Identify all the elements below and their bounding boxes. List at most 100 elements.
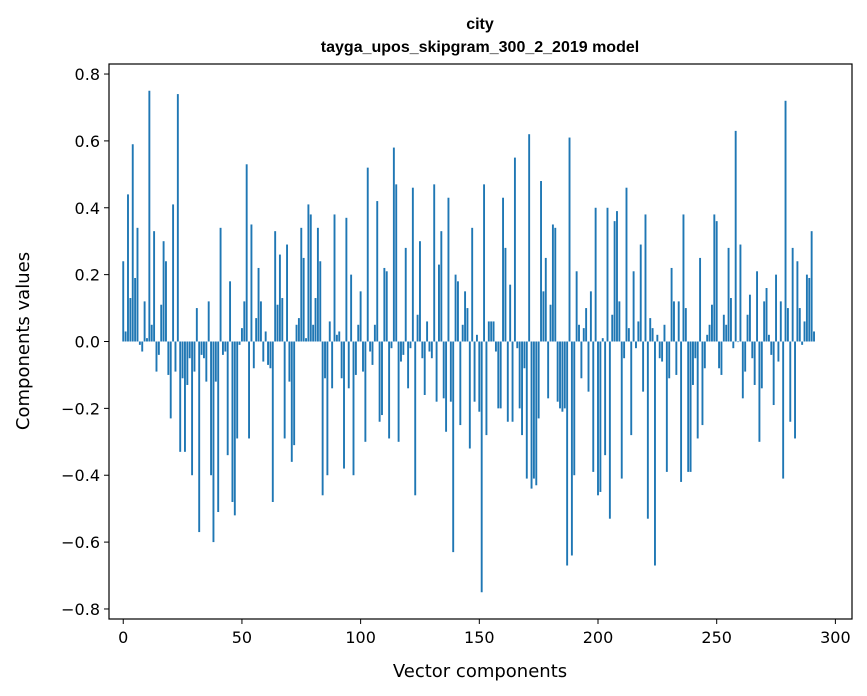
bar (174, 341, 177, 372)
x-tick-label: 200 (583, 628, 614, 647)
bar (485, 341, 488, 436)
bar (369, 341, 372, 352)
bar (321, 341, 324, 496)
bar (134, 277, 137, 342)
bar (668, 341, 671, 379)
bar (561, 341, 564, 412)
bar (758, 341, 761, 442)
y-tick-label: −0.2 (61, 399, 100, 418)
bar (559, 341, 561, 409)
bar (305, 338, 307, 342)
bar (276, 304, 279, 342)
bar (528, 134, 531, 342)
bar (535, 341, 538, 486)
bar (589, 291, 592, 342)
bar (428, 341, 431, 352)
bar (131, 144, 134, 342)
bar (620, 341, 623, 479)
bar (385, 271, 388, 342)
bar (658, 341, 661, 359)
bar (680, 341, 683, 482)
bar (229, 281, 232, 342)
bar (801, 341, 804, 345)
chart-subtitle: tayga_upos_skipgram_300_2_2019 model (321, 39, 639, 56)
bar (297, 318, 300, 342)
bar (513, 157, 516, 342)
bar (725, 324, 728, 342)
bar (400, 341, 402, 362)
bar (466, 308, 469, 342)
bar (490, 321, 493, 342)
bar (473, 341, 476, 402)
bar (390, 341, 393, 349)
bar (625, 187, 628, 342)
bar (805, 274, 808, 342)
bar (146, 338, 148, 342)
bar (302, 257, 305, 342)
bar (354, 341, 357, 375)
bar (136, 227, 139, 342)
bar (454, 274, 457, 342)
bar (646, 341, 649, 519)
bar (373, 324, 376, 342)
bar (188, 341, 191, 359)
bars-group (122, 90, 815, 593)
bar (447, 197, 450, 342)
bar (435, 341, 438, 402)
bar (578, 324, 580, 342)
bar (616, 211, 618, 342)
bar (696, 341, 699, 439)
bar (706, 334, 709, 342)
y-tick-label: 0.2 (75, 266, 100, 285)
bar (722, 314, 725, 342)
bar (786, 308, 789, 342)
bar (521, 341, 523, 436)
bar (295, 324, 298, 342)
bar (604, 341, 607, 456)
bar (312, 324, 315, 342)
bar (449, 341, 452, 402)
bar (471, 227, 474, 342)
bar (438, 264, 440, 342)
bar (635, 341, 637, 349)
bar (784, 100, 787, 342)
bar (212, 341, 215, 543)
bar (343, 341, 345, 469)
bar (777, 341, 780, 362)
bar (580, 341, 583, 379)
bar (751, 341, 754, 359)
bar (430, 341, 433, 359)
bar (760, 341, 763, 389)
bar (248, 341, 250, 439)
bar (544, 257, 547, 342)
bar (359, 291, 362, 342)
bar (689, 341, 692, 472)
bar (663, 324, 666, 342)
bar (554, 227, 557, 342)
bar (153, 231, 156, 342)
bar (383, 267, 386, 342)
bar (376, 201, 379, 342)
bar (271, 341, 274, 502)
bar (585, 308, 588, 342)
bar (682, 214, 685, 342)
bar (779, 301, 782, 342)
bar (687, 341, 690, 472)
bar (381, 341, 383, 416)
bar (718, 341, 721, 369)
bar (459, 341, 462, 426)
bar (748, 294, 751, 342)
bar (416, 314, 419, 342)
bar (813, 331, 815, 342)
bar (756, 271, 758, 342)
bar (221, 341, 224, 355)
bar (162, 241, 165, 342)
bar (319, 261, 322, 342)
bar (639, 244, 642, 342)
bar (198, 341, 201, 533)
bar (442, 341, 445, 399)
y-axis-label: Components values (13, 252, 34, 430)
bar (326, 341, 329, 476)
bar (419, 241, 421, 342)
bar (502, 197, 504, 342)
